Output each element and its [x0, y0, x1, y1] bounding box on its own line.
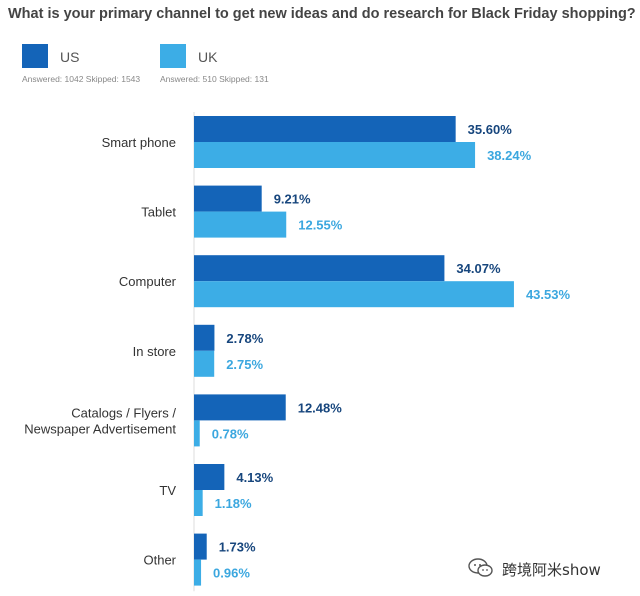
category-label-other: Other — [143, 553, 176, 568]
value-label-uk-smart-phone: 38.24% — [487, 148, 532, 163]
value-label-uk-tablet: 12.55% — [298, 218, 343, 233]
value-label-uk-other: 0.96% — [213, 566, 250, 581]
category-label-in-store: In store — [133, 344, 176, 359]
value-label-us-other: 1.73% — [219, 540, 256, 555]
category-label-computer: Computer — [119, 274, 177, 289]
value-label-uk-computer: 43.53% — [526, 287, 571, 302]
bar-uk-tv — [194, 490, 203, 516]
value-label-us-smart-phone: 35.60% — [468, 122, 513, 137]
value-label-uk-in-store: 2.75% — [226, 357, 263, 372]
category-label-catalogs-flyers-newspaper-advertisement: Catalogs / Flyers / Newspaper Advertiseme… — [24, 405, 176, 436]
bar-us-computer — [194, 255, 445, 282]
category-label-line: TV — [159, 483, 176, 498]
value-label-us-catalogs-flyers-newspaper-advertisement: 12.48% — [298, 400, 343, 415]
bar-us-in-store — [194, 324, 215, 351]
value-label-uk-tv: 1.18% — [215, 496, 252, 511]
category-label-line: Newspaper Advertisement — [24, 421, 176, 436]
value-label-us-tablet: 9.21% — [274, 192, 311, 207]
bar-uk-in-store — [194, 350, 215, 377]
category-label-smart-phone: Smart phone — [102, 135, 176, 150]
category-label-line: Computer — [119, 274, 177, 289]
bar-us-smart-phone — [194, 116, 456, 142]
category-label-line: Smart phone — [102, 135, 176, 150]
bar-us-other — [194, 533, 207, 560]
bar-uk-catalogs-flyers-newspaper-advertisement — [194, 420, 200, 447]
category-label-tv: TV — [159, 483, 176, 498]
category-label-line: Tablet — [141, 205, 176, 220]
bar-uk-other — [194, 559, 202, 586]
chart-title: What is your primary channel to get new … — [8, 6, 636, 22]
value-label-us-tv: 4.13% — [236, 470, 273, 485]
legend-label-uk: UK — [198, 49, 218, 65]
category-label-line: Catalogs / Flyers / — [71, 405, 176, 420]
bar-uk-tablet — [194, 211, 287, 238]
wechat-icon — [468, 558, 493, 577]
legend-stats-uk: Answered: 510 Skipped: 131 — [160, 74, 269, 84]
value-label-us-computer: 34.07% — [456, 261, 501, 276]
legend-stats-us: Answered: 1042 Skipped: 1543 — [22, 74, 141, 84]
category-label-line: In store — [133, 344, 176, 359]
watermark-text: 跨境阿米show — [502, 561, 601, 579]
legend-swatch-uk — [160, 44, 186, 68]
value-label-uk-catalogs-flyers-newspaper-advertisement: 0.78% — [212, 426, 249, 441]
bar-us-tablet — [194, 185, 262, 212]
legend-swatch-us — [22, 44, 48, 68]
category-label-line: Other — [143, 553, 176, 568]
chart-bars: Smart phone 35.60% 38.24% Tablet 9.21% 12.55%… — [24, 112, 571, 592]
bar-uk-computer — [194, 281, 514, 308]
bar-us-tv — [194, 464, 225, 490]
bar-uk-smart-phone — [194, 142, 476, 168]
value-label-us-in-store: 2.78% — [226, 331, 263, 346]
category-label-tablet: Tablet — [141, 205, 176, 220]
legend-label-us: US — [60, 49, 80, 65]
bar-us-catalogs-flyers-newspaper-advertisement — [194, 394, 286, 421]
watermark: 跨境阿米show — [468, 556, 628, 582]
